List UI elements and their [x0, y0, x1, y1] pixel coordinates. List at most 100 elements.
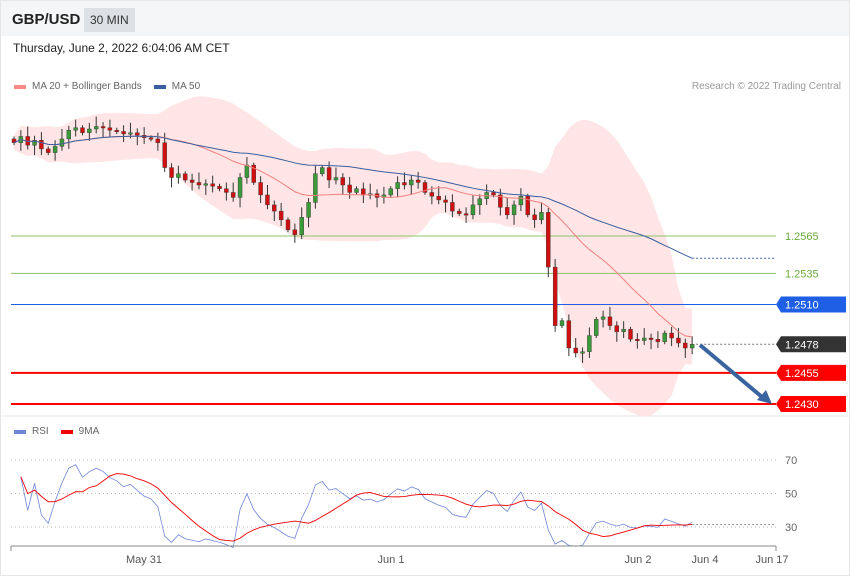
price-tag-last: [776, 336, 846, 353]
credit-text: Research © 2022 Trading Central: [691, 81, 841, 92]
candle-body: [689, 344, 695, 349]
candle-body: [621, 329, 626, 333]
legend-ma9: 9MA: [78, 426, 100, 437]
candle-body: [162, 142, 167, 168]
candle-body: [580, 351, 585, 354]
price-label-1.2455: 1.2455: [785, 368, 819, 380]
timeframe-button[interactable]: 30 MIN: [84, 8, 135, 32]
candle-body: [39, 139, 44, 150]
candle-body: [46, 148, 51, 153]
legend-ma50: MA 50: [171, 81, 201, 92]
candle-body: [518, 195, 524, 206]
candle-body: [662, 332, 667, 342]
candle-body: [237, 177, 243, 198]
candle-body: [511, 204, 517, 216]
rsi-line: [20, 464, 693, 549]
candle-body: [635, 339, 640, 341]
candle-body: [251, 164, 256, 183]
candle-body: [326, 167, 332, 181]
x-axis-label: Jun 1: [378, 554, 405, 566]
timestamp: Thursday, June 2, 2022 6:04:06 AM CET: [13, 41, 230, 55]
candle-body: [230, 192, 236, 198]
candle-body: [491, 192, 496, 196]
rsi-tick-label: 70: [785, 455, 797, 467]
candle-body: [59, 138, 65, 147]
candle-body: [450, 202, 455, 212]
candle-body: [292, 229, 298, 235]
candle-body: [525, 195, 530, 216]
candle-body: [340, 177, 345, 186]
candle-body: [607, 316, 613, 326]
candle-body: [285, 219, 291, 230]
candle-body: [498, 194, 503, 208]
rsi-legend: RSI 9MA: [14, 426, 99, 437]
candle-body: [210, 183, 215, 187]
candle-body: [73, 127, 78, 131]
ma20-swatch-icon: [14, 84, 26, 89]
legend-rsi: RSI: [32, 426, 49, 437]
candle-body: [443, 199, 448, 203]
candle-body: [107, 127, 113, 131]
price-label-1.2510: 1.2510: [785, 299, 819, 311]
candle-body: [189, 179, 195, 183]
rsi-tick-label: 30: [785, 522, 797, 534]
candle-body: [669, 332, 674, 339]
price-label-1.2565: 1.2565: [785, 231, 819, 243]
candle-body: [676, 337, 681, 344]
ma50-swatch-icon: [153, 84, 166, 89]
x-axis-label: May 31: [126, 554, 162, 566]
candle-body: [573, 347, 578, 354]
candle-body: [594, 319, 599, 336]
candle-body: [628, 329, 633, 340]
price-tag-support: [776, 364, 846, 381]
forecast-arrow: [698, 343, 764, 399]
candle-body: [32, 139, 37, 146]
candle-body: [155, 138, 161, 143]
candle-body: [114, 130, 119, 132]
candle-body: [532, 214, 537, 221]
candle-body: [176, 173, 181, 178]
candle-body: [539, 212, 544, 221]
candle-body: [614, 325, 619, 333]
candle-body: [683, 342, 688, 349]
price-label-1.2478: 1.2478: [785, 339, 819, 351]
candle-body: [347, 184, 352, 193]
candle-body: [600, 316, 606, 320]
candle-body: [87, 128, 92, 133]
candle-body: [278, 210, 284, 221]
candle-body: [470, 204, 476, 216]
candle-body: [148, 137, 154, 140]
candle-body: [196, 182, 202, 186]
candle-body: [93, 126, 99, 130]
x-axis-label: Jun 17: [755, 554, 788, 566]
rsi-tick-label: 50: [785, 489, 797, 501]
candle-body: [566, 320, 572, 349]
price-legend: MA 20 + Bollinger Bands MA 50: [14, 81, 200, 92]
ma50-line: [13, 135, 693, 259]
candle-body: [135, 132, 140, 136]
x-axis-label: Jun 4: [692, 554, 719, 566]
candle-body: [244, 164, 250, 178]
candle-body: [128, 132, 133, 135]
candle-body: [415, 179, 421, 183]
candle-body: [648, 337, 654, 340]
candle-body: [121, 131, 126, 135]
candle-body: [183, 173, 188, 181]
candle-body: [169, 167, 174, 178]
candle-body: [429, 192, 435, 197]
candle-body: [100, 126, 106, 129]
candle-body: [655, 339, 661, 342]
symbol-title: GBP/USD: [12, 11, 81, 28]
rsi-9ma-line: [20, 473, 693, 542]
header-bar: GBP/USD 30 MIN: [1, 1, 849, 36]
candle-body: [203, 183, 209, 186]
candle-body: [552, 266, 558, 326]
candle-body: [299, 217, 304, 235]
candle-body: [457, 210, 462, 214]
candle-body: [333, 177, 339, 181]
candle-body: [306, 202, 311, 218]
candle-body: [422, 182, 428, 193]
candle-body: [395, 182, 400, 189]
candle-body: [258, 182, 263, 196]
